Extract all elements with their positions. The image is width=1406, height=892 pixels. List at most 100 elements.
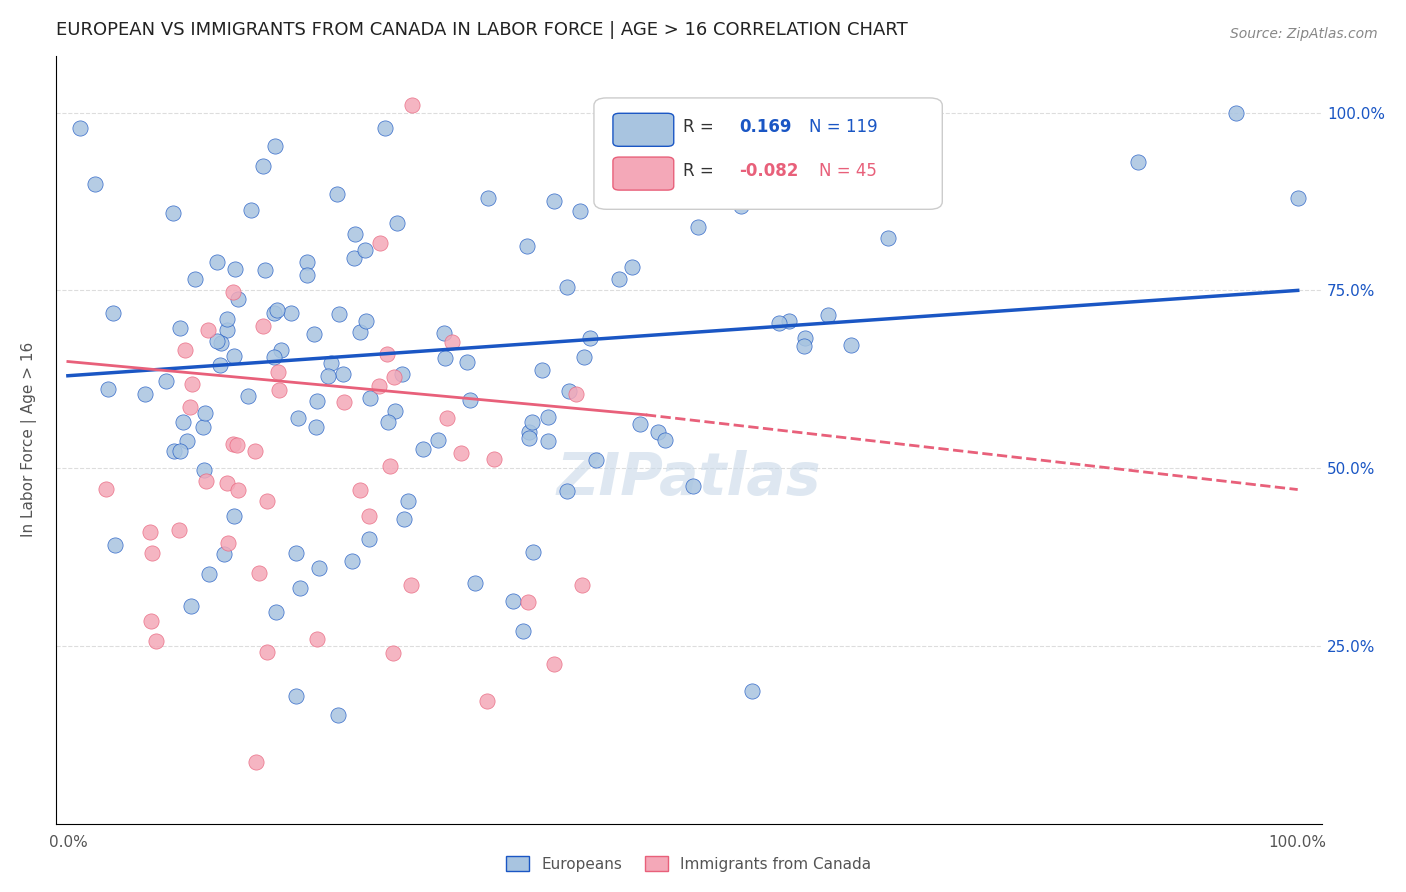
Point — [267, 365, 290, 379]
Point — [686, 220, 709, 235]
Point — [433, 326, 456, 340]
Point — [162, 205, 184, 219]
Point — [215, 476, 238, 491]
Point — [212, 547, 235, 561]
Point — [222, 437, 245, 451]
Point — [654, 433, 676, 447]
Point — [477, 192, 499, 206]
Point — [256, 494, 278, 508]
Point — [96, 482, 118, 496]
Point — [264, 606, 287, 620]
Text: 0.169: 0.169 — [740, 118, 792, 136]
Point — [205, 255, 228, 269]
Point — [267, 383, 290, 397]
Point — [287, 410, 309, 425]
Point — [172, 415, 194, 429]
Point — [817, 308, 839, 322]
Point — [387, 216, 409, 230]
Point — [217, 323, 239, 337]
Point — [305, 394, 328, 409]
Point — [555, 484, 578, 499]
Point — [325, 186, 347, 201]
Point — [263, 350, 285, 364]
Point — [222, 285, 245, 299]
Point — [398, 493, 420, 508]
Point — [332, 368, 354, 382]
Point — [256, 645, 278, 659]
Point — [84, 177, 107, 191]
Point — [384, 369, 406, 384]
Point — [222, 508, 245, 523]
Point — [357, 533, 380, 547]
Point — [543, 657, 565, 671]
Point — [359, 391, 381, 405]
Point — [382, 646, 405, 660]
Point — [517, 425, 540, 440]
Point — [254, 262, 277, 277]
Point — [167, 523, 190, 537]
Point — [174, 343, 197, 358]
FancyBboxPatch shape — [613, 157, 673, 190]
Point — [399, 578, 422, 592]
Point — [304, 326, 326, 341]
Point — [139, 525, 162, 540]
Point — [263, 306, 285, 320]
Point — [730, 199, 752, 213]
Text: ZIPatlas: ZIPatlas — [557, 450, 821, 507]
Point — [558, 384, 581, 398]
Point — [194, 406, 217, 420]
Point — [522, 545, 544, 559]
Point — [412, 442, 434, 456]
Point — [284, 689, 307, 703]
Point — [270, 343, 292, 358]
Point — [794, 331, 817, 345]
Point — [305, 420, 328, 434]
Text: R =: R = — [682, 161, 713, 180]
Point — [384, 403, 406, 417]
Point — [349, 326, 371, 340]
Point — [571, 578, 593, 592]
Text: EUROPEAN VS IMMIGRANTS FROM CANADA IN LABOR FORCE | AGE > 16 CORRELATION CHART: EUROPEAN VS IMMIGRANTS FROM CANADA IN LA… — [56, 21, 907, 39]
Point — [460, 393, 482, 408]
Point — [226, 292, 249, 306]
Point — [876, 231, 898, 245]
Point — [169, 321, 191, 335]
Point — [243, 443, 266, 458]
Point — [344, 227, 367, 241]
Point — [180, 599, 202, 613]
Point — [475, 694, 498, 708]
Point — [482, 451, 505, 466]
Point — [374, 120, 396, 135]
Point — [295, 268, 318, 282]
Point — [184, 272, 207, 286]
Legend: Europeans, Immigrants from Canada: Europeans, Immigrants from Canada — [501, 849, 877, 878]
Point — [502, 593, 524, 607]
Point — [280, 305, 302, 319]
Point — [333, 395, 356, 409]
Text: -0.082: -0.082 — [740, 161, 799, 180]
Point — [354, 244, 377, 258]
Point — [209, 336, 232, 351]
Point — [842, 120, 865, 135]
Point — [197, 323, 219, 337]
Point — [579, 331, 602, 345]
Point — [224, 262, 246, 277]
Point — [134, 386, 156, 401]
Point — [305, 632, 328, 646]
Y-axis label: In Labor Force | Age > 16: In Labor Force | Age > 16 — [21, 343, 37, 537]
Point — [349, 483, 371, 498]
Point — [434, 351, 457, 365]
Point — [208, 358, 231, 372]
Point — [741, 126, 763, 140]
Point — [226, 483, 249, 498]
Point — [321, 356, 343, 370]
FancyBboxPatch shape — [613, 113, 673, 146]
Point — [427, 433, 450, 447]
Point — [585, 452, 607, 467]
Text: N = 45: N = 45 — [820, 161, 877, 180]
Text: N = 119: N = 119 — [810, 118, 877, 136]
Point — [436, 411, 458, 425]
Point — [141, 546, 163, 560]
Point — [555, 280, 578, 294]
Point — [308, 561, 330, 575]
